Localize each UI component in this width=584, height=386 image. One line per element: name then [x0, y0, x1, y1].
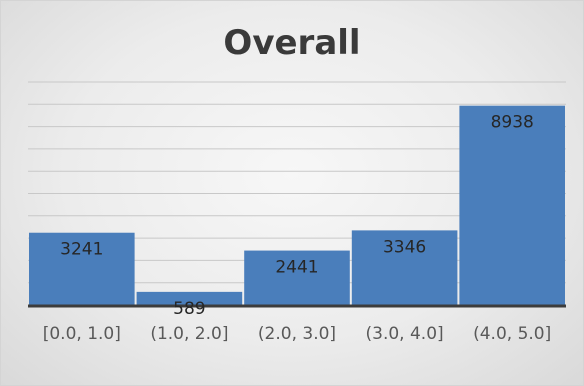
x-tick-labels: [0.0, 1.0] (1.0, 2.0] (2.0, 3.0] (3.0, 4.0]…: [43, 324, 552, 344]
bars: [29, 105, 565, 305]
x-tick-label: (4.0, 5.0]: [473, 324, 551, 344]
data-labels: 3241 589 2441 3346 8938: [60, 113, 534, 319]
bar: [244, 250, 350, 305]
x-tick-label: (2.0, 3.0]: [258, 324, 336, 344]
data-label: 2441: [275, 258, 318, 278]
x-tick-label: [0.0, 1.0]: [43, 324, 121, 344]
x-tick-label: (3.0, 4.0]: [366, 324, 444, 344]
bar: [459, 105, 565, 305]
data-label: 3346: [383, 237, 426, 257]
data-label: 589: [173, 299, 205, 319]
bar: [136, 291, 243, 305]
data-label: 3241: [60, 240, 103, 260]
bar: [29, 232, 135, 305]
chart-title: Overall: [223, 23, 361, 63]
x-tick-label: (1.0, 2.0]: [150, 324, 228, 344]
bar: [351, 230, 458, 305]
data-label: 8938: [491, 113, 534, 133]
